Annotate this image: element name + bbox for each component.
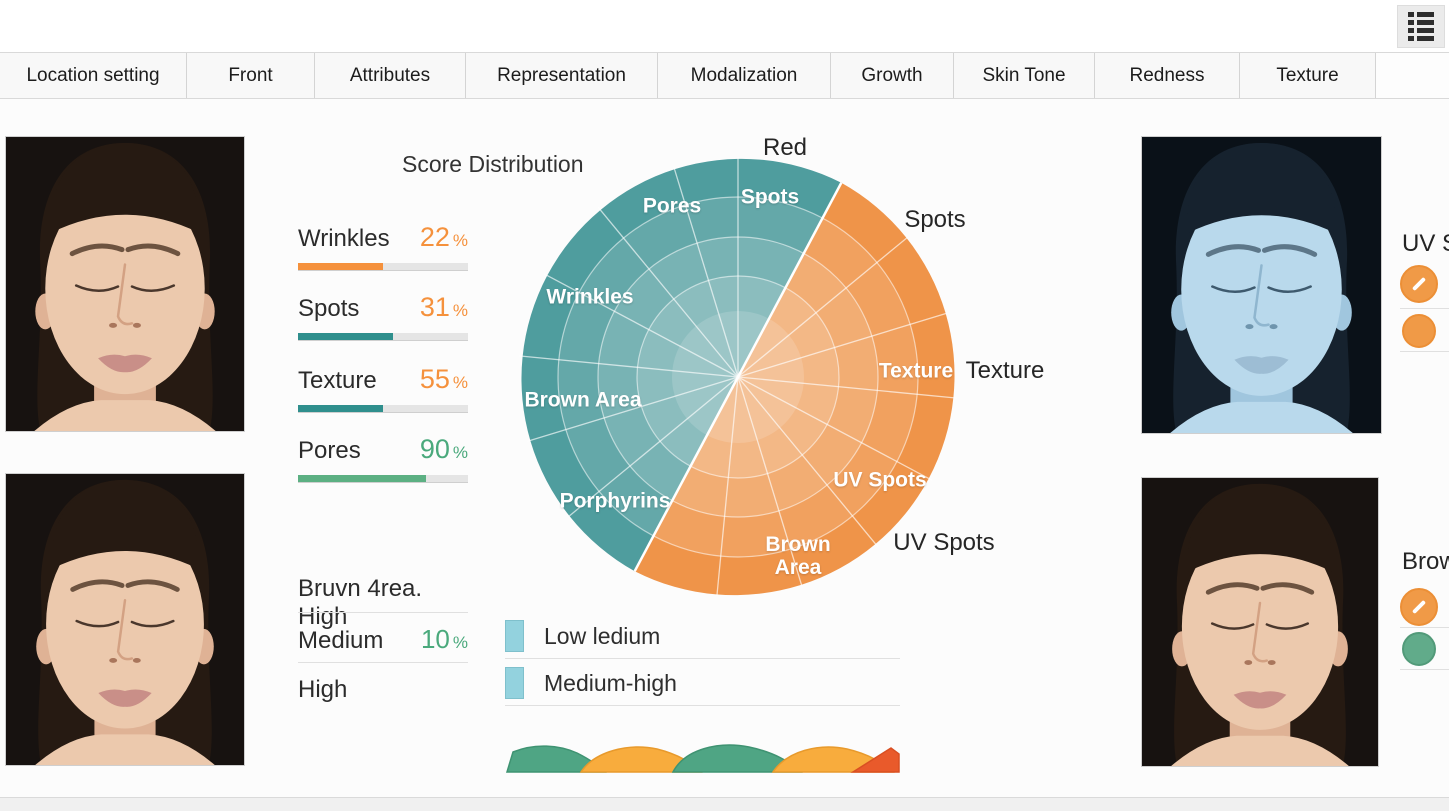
tab-location-setting[interactable]: Location setting	[0, 53, 187, 98]
face-illustration	[6, 137, 244, 431]
outer-label-texture: Texture	[965, 357, 1045, 384]
score-value: 31	[419, 292, 450, 322]
score-unit: %	[452, 373, 468, 392]
outer-label-spots: Spots	[904, 206, 966, 233]
sector-label-brown-area-orange: Brown Area	[765, 532, 831, 579]
level-value: 10	[420, 624, 450, 654]
score-label: Wrinkles	[298, 225, 390, 252]
level-row-high: High	[298, 676, 348, 703]
level-panel-title: Bruvn 4rea. High	[298, 575, 423, 630]
level-unit: %	[452, 633, 468, 652]
score-bar-fill	[298, 333, 394, 340]
rail-label-uv-spots: UV S	[1402, 230, 1449, 257]
edit-pencil-icon[interactable]	[1400, 588, 1438, 626]
tab-representation[interactable]: Representation	[466, 53, 658, 98]
score-unit: %	[452, 443, 468, 462]
level-label: Medium	[298, 627, 384, 654]
score-row-spots: Spots 31%	[298, 292, 468, 341]
legend-item-low-medium: Low ledium	[505, 620, 660, 652]
divider	[505, 658, 900, 659]
score-row-texture: Texture 55%	[298, 364, 468, 413]
legend-item-medium-high: Medium-high	[505, 667, 677, 699]
score-row-wrinkles: Wrinkles 22%	[298, 222, 468, 271]
bottom-bar	[0, 797, 1449, 811]
tab-skin-tone[interactable]: Skin Tone	[954, 53, 1095, 98]
sector-label-brown-area-teal: Brown Area	[524, 388, 642, 412]
tab-attributes[interactable]: Attributes	[315, 53, 466, 98]
divider	[298, 612, 468, 613]
divider	[298, 662, 468, 663]
score-row-pores: Pores 90%	[298, 434, 468, 483]
score-bar-fill	[298, 263, 383, 270]
legend-swatch-icon	[505, 667, 524, 699]
score-unit: %	[452, 301, 468, 320]
outer-label-red: Red	[762, 134, 808, 161]
score-unit: %	[452, 231, 468, 250]
skin-score-wheel-chart[interactable]	[516, 155, 960, 599]
tab-front[interactable]: Front	[187, 53, 315, 98]
score-label: Pores	[298, 437, 361, 464]
score-distribution-title: Score Distribution	[402, 151, 584, 177]
score-bar-fill	[298, 405, 383, 412]
divider	[1400, 351, 1449, 352]
list-view-button[interactable]	[1397, 5, 1445, 48]
score-label: Spots	[298, 295, 360, 322]
score-value: 22	[419, 222, 450, 252]
divider	[505, 705, 900, 706]
score-bar-fill	[298, 475, 426, 482]
tab-modalization[interactable]: Modalization	[658, 53, 831, 98]
score-value: 90	[419, 434, 450, 464]
legend-label: Medium-high	[544, 669, 677, 696]
green-dot-icon[interactable]	[1402, 632, 1436, 666]
top-strip	[0, 0, 1449, 52]
score-bar-track	[298, 333, 468, 341]
score-value: 55	[419, 364, 450, 394]
score-bar-track	[298, 263, 468, 271]
tab-redness[interactable]: Redness	[1095, 53, 1240, 98]
legend-swatch-icon	[505, 620, 524, 652]
face-illustration	[1143, 478, 1377, 766]
score-bar-track	[298, 475, 468, 483]
sector-label-wrinkles: Wrinkles	[546, 285, 634, 309]
sector-label-texture-orange: Texture	[878, 359, 954, 383]
photo-uv-top-right	[1141, 136, 1382, 434]
list-view-icon	[1408, 12, 1434, 41]
tab-bar: Location setting Front Attributes Repres…	[0, 52, 1449, 99]
divider	[1400, 669, 1449, 670]
sector-label-uv-spots-orange: UV Spots	[833, 468, 927, 492]
score-bar-track	[298, 405, 468, 413]
face-illustration-uv	[1142, 137, 1381, 433]
sector-label-pores: Pores	[642, 194, 702, 218]
outer-label-uv-spots: UV Spots	[893, 529, 995, 556]
rail-label-brown-area: Brow	[1402, 548, 1449, 575]
edit-pencil-icon[interactable]	[1400, 265, 1438, 303]
tab-texture[interactable]: Texture	[1240, 53, 1376, 98]
photo-front-top-left	[5, 136, 245, 432]
photo-front-bottom-left	[5, 473, 245, 766]
divider	[1400, 308, 1449, 309]
photo-front-bottom-right	[1141, 477, 1379, 767]
trend-waves-svg	[505, 744, 900, 773]
tab-growth[interactable]: Growth	[831, 53, 954, 98]
score-label: Texture	[298, 367, 377, 394]
level-row-medium: Medium 10%	[298, 624, 468, 655]
legend-label: Low ledium	[544, 622, 661, 649]
sector-label-spots-teal: Spots	[740, 185, 800, 209]
tab-bar-filler	[1376, 53, 1449, 98]
sector-label-porphyrins: Porphyrins	[559, 489, 671, 513]
orange-dot-icon[interactable]	[1402, 314, 1436, 348]
sunburst-svg	[518, 157, 958, 597]
face-illustration	[7, 474, 243, 765]
divider	[1400, 627, 1449, 628]
trend-waves-decoration	[505, 741, 900, 774]
